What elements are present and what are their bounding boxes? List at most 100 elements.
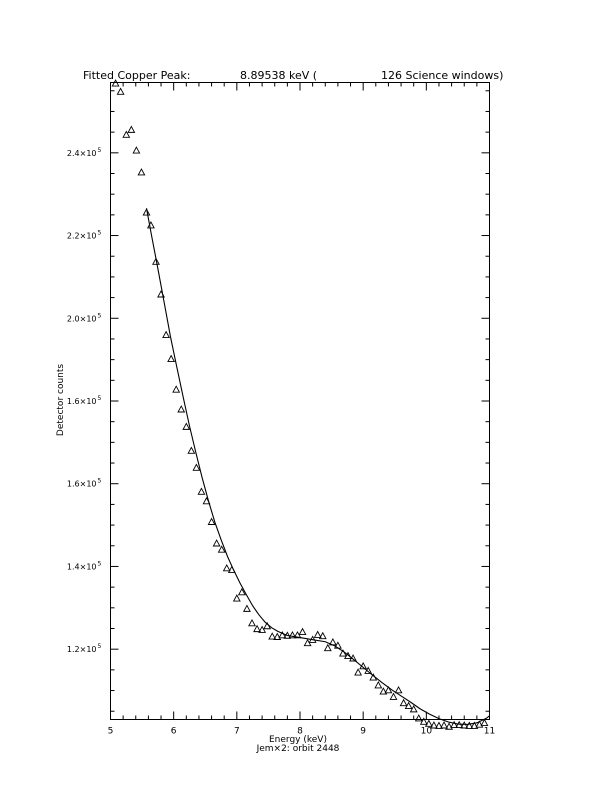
x-axis-label: Energy (keV) <box>269 735 327 745</box>
triangle-marker <box>359 661 368 670</box>
triangle-marker <box>137 168 146 176</box>
y-tick-label: 1.6×10 <box>67 397 97 406</box>
triangle-marker <box>460 721 469 729</box>
triangle-marker <box>419 717 428 725</box>
y-tick-label: 2.2×10 <box>67 232 97 241</box>
triangle-marker <box>394 685 403 694</box>
triangle-marker <box>440 721 448 729</box>
triangle-marker <box>450 720 459 729</box>
triangle-marker <box>157 290 165 298</box>
triangle-marker <box>242 604 251 612</box>
triangle-marker <box>237 587 246 596</box>
triangle-marker <box>298 627 307 635</box>
triangle-marker <box>263 621 272 630</box>
y-tick-label: 1.2×10 <box>67 645 97 654</box>
triangle-marker <box>288 630 297 639</box>
x-tick-label: 10 <box>421 727 433 737</box>
triangle-marker <box>152 257 160 265</box>
x-tick-label: 9 <box>360 727 366 737</box>
fit-line-path <box>145 208 490 726</box>
triangle-marker <box>369 673 378 681</box>
plot-frame <box>110 82 490 720</box>
triangle-marker <box>445 722 454 730</box>
x-tick-label: 11 <box>484 727 495 737</box>
triangle-marker <box>127 125 136 133</box>
triangle-marker <box>232 594 241 602</box>
triangle-marker <box>435 721 443 729</box>
triangle-marker <box>283 631 292 639</box>
triangle-marker <box>318 631 327 640</box>
triangle-marker <box>404 701 413 710</box>
triangle-marker <box>212 539 221 547</box>
triangle-marker <box>162 330 171 338</box>
y-tick-label-exponent: 5 <box>98 478 102 485</box>
y-tick-label: 1.6×10 <box>67 480 97 489</box>
triangle-marker <box>424 719 433 727</box>
y-tick-label-exponent: 5 <box>98 643 102 650</box>
triangle-marker <box>248 618 256 627</box>
triangle-marker <box>177 405 186 413</box>
triangle-marker <box>278 630 287 639</box>
triangle-marker <box>308 635 317 643</box>
triangle-marker <box>253 624 262 633</box>
y-tick-label: 2.4×10 <box>67 149 97 158</box>
triangle-marker <box>202 496 211 505</box>
x-tick-label: 6 <box>171 727 177 737</box>
x-axis: 5 6 7 8 9 10 11 <box>108 82 495 737</box>
triangle-marker <box>217 545 226 553</box>
triangle-marker <box>146 221 155 229</box>
x-tick-label: 8 <box>297 727 303 737</box>
data-points <box>111 79 489 730</box>
y-tick-label-exponent: 5 <box>98 230 102 237</box>
triangle-marker <box>409 705 418 713</box>
triangle-marker <box>328 638 337 646</box>
header-science-windows: 126 Science windows) <box>381 69 503 82</box>
triangle-marker <box>111 79 120 87</box>
y-tick-label-exponent: 5 <box>98 395 102 402</box>
triangle-marker <box>227 565 236 573</box>
triangle-marker <box>338 649 347 657</box>
triangle-marker <box>142 208 151 216</box>
y-tick-label: 2.0×10 <box>67 314 97 323</box>
triangle-marker <box>465 721 474 729</box>
y-axis: 1.2×10 51.4×10 51.6×10 51.6×10 52.0×10 52.2×1… <box>67 90 490 712</box>
fit-curve <box>145 208 490 726</box>
y-axis-label: Detector counts <box>56 364 66 436</box>
triangle-marker <box>172 385 181 393</box>
triangle-marker <box>207 517 216 525</box>
x-tick-label: 5 <box>108 727 114 737</box>
y-tick-label-exponent: 5 <box>98 312 102 319</box>
triangle-marker <box>374 681 383 689</box>
triangle-marker <box>192 463 201 471</box>
triangle-marker <box>313 630 322 638</box>
triangle-marker <box>273 632 282 640</box>
triangle-marker <box>349 654 358 662</box>
x-tick-label: 7 <box>234 727 240 737</box>
triangle-marker <box>132 146 141 154</box>
header-title-left: Fitted Copper Peak: <box>83 69 190 82</box>
y-tick-label: 1.4×10 <box>67 562 97 571</box>
triangle-marker <box>116 87 125 95</box>
triangle-marker <box>480 718 489 726</box>
triangle-marker <box>470 721 479 729</box>
triangle-marker <box>222 563 231 572</box>
triangle-marker <box>429 721 438 729</box>
header-peak-energy: 8.89538 keV ( <box>240 69 317 82</box>
triangle-marker <box>122 130 131 138</box>
triangle-marker <box>268 632 277 640</box>
y-tick-label-exponent: 5 <box>98 560 102 567</box>
triangle-marker <box>414 714 423 722</box>
triangle-marker <box>455 720 464 729</box>
triangle-marker <box>384 685 393 694</box>
triangle-marker <box>258 625 267 633</box>
triangle-marker <box>197 487 206 495</box>
triangle-marker <box>354 668 363 676</box>
triangle-marker <box>475 720 484 728</box>
triangle-marker <box>182 422 191 430</box>
triangle-marker <box>344 651 352 659</box>
triangle-marker <box>389 692 398 700</box>
triangle-marker <box>187 446 196 454</box>
instrument-caption: Jem×2: orbit 2448 <box>256 744 340 754</box>
y-tick-label-exponent: 5 <box>98 147 102 154</box>
